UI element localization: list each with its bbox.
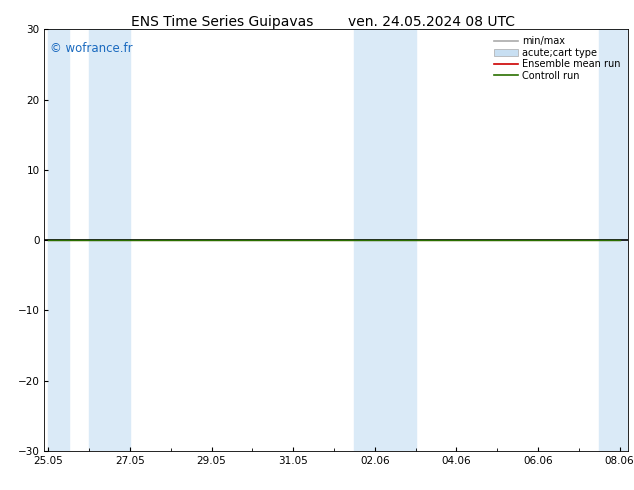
Legend: min/max, acute;cart type, Ensemble mean run, Controll run: min/max, acute;cart type, Ensemble mean … xyxy=(492,34,623,82)
Text: © wofrance.fr: © wofrance.fr xyxy=(50,42,133,55)
Bar xyxy=(395,29,415,451)
Bar xyxy=(354,29,395,451)
Bar xyxy=(48,29,69,451)
Bar xyxy=(89,29,130,451)
Text: ven. 24.05.2024 08 UTC: ven. 24.05.2024 08 UTC xyxy=(347,15,515,29)
Bar xyxy=(599,29,628,451)
Text: ENS Time Series Guipavas: ENS Time Series Guipavas xyxy=(131,15,313,29)
